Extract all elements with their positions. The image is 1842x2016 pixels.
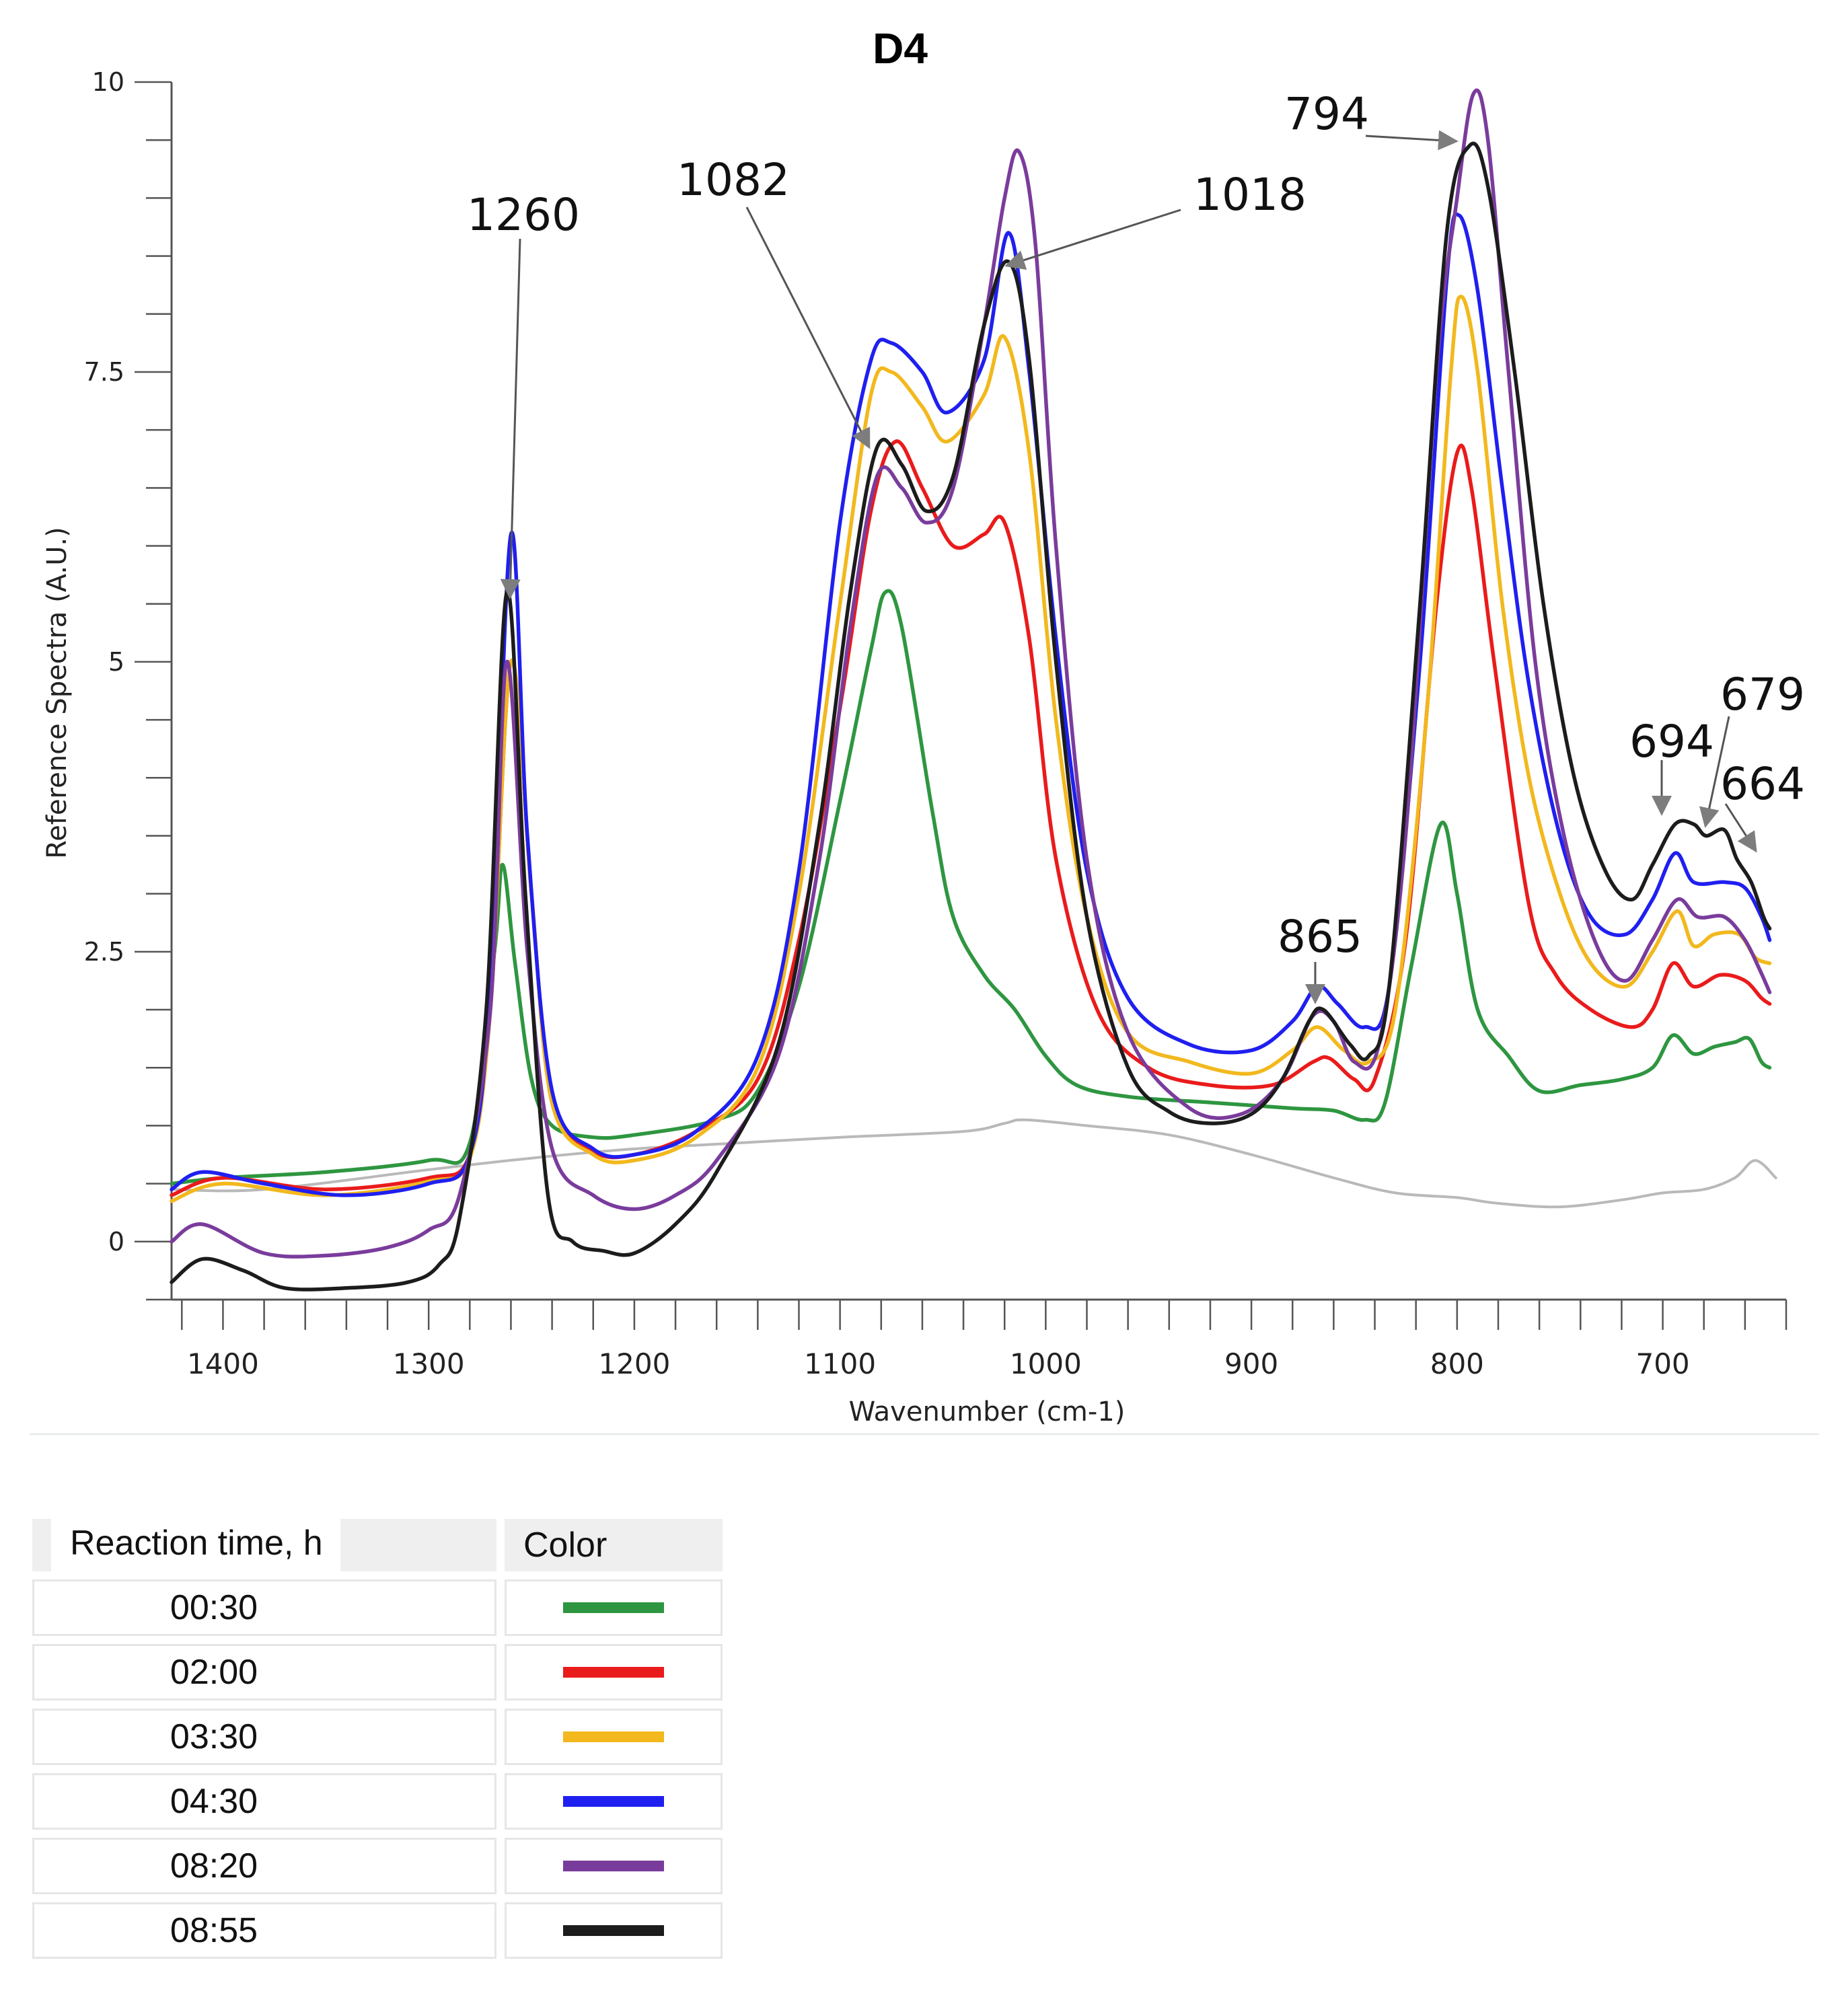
color-swatch [563, 1925, 664, 1936]
color-cell [505, 1644, 723, 1701]
reaction-time-cell: 00:30 [32, 1579, 496, 1636]
legend-header-row: Reaction time, h Color [32, 1519, 723, 1571]
legend-row: 03:30 [32, 1709, 723, 1765]
y-axis: 0 2.5 5 7.5 10 [84, 67, 173, 1301]
series-line-08-20 [170, 88, 1772, 1259]
legend-row: 08:20 [32, 1838, 723, 1894]
arrow-794 [1365, 130, 1459, 151]
color-cell [505, 1709, 723, 1765]
annotation-1260: 1260 [467, 189, 580, 241]
annotation-865: 865 [1278, 911, 1362, 963]
divider [30, 1433, 1819, 1435]
series-line-04-30 [170, 212, 1772, 1197]
series-line-03-30 [170, 295, 1772, 1203]
annotation-694: 694 [1629, 716, 1714, 768]
arrow-1082 [745, 207, 871, 449]
annotation-794: 794 [1284, 88, 1369, 140]
color-cell [505, 1579, 723, 1636]
series-group [170, 88, 1777, 1292]
reaction-time-cell: 02:00 [32, 1644, 496, 1701]
series-line-08-55 [170, 141, 1772, 1292]
x-tick-label: 1300 [393, 1347, 465, 1380]
color-swatch [563, 1795, 664, 1807]
arrow-679 [1699, 716, 1730, 828]
y-tick-label: 2.5 [84, 937, 124, 967]
series-line-background [170, 1118, 1777, 1209]
series-line-00-30 [170, 589, 1772, 1186]
y-tick-label: 7.5 [84, 357, 124, 387]
spectra-chart: D4 0 2.5 5 7.5 10 1400 1300 1200 1100 1000 900 800… [42, 24, 1805, 1427]
color-cell [505, 1902, 723, 1959]
annotation-679: 679 [1720, 669, 1805, 720]
legend-table: Reaction time, h Color 00:30 02:00 03:30… [24, 1511, 731, 1967]
legend-row: 02:00 [32, 1644, 723, 1701]
annotation-1018: 1018 [1193, 169, 1306, 221]
x-tick-label: 1100 [804, 1347, 876, 1380]
arrow-664 [1724, 803, 1757, 853]
x-tick-label: 700 [1635, 1347, 1689, 1380]
y-tick-label: 5 [108, 647, 124, 677]
x-tick-label: 1200 [598, 1347, 670, 1380]
annotation-labels: 1260 1082 1018 794 865 694 679 664 [467, 88, 1805, 963]
x-axis-label: Wavenumber (cm-1) [849, 1396, 1126, 1427]
legend-body: 00:30 02:00 03:30 04:30 08:20 08:55 [32, 1579, 723, 1959]
arrow-1018 [1004, 209, 1181, 270]
x-tick-label: 800 [1430, 1347, 1484, 1380]
reaction-time-cell: 08:55 [32, 1902, 496, 1959]
legend-row: 04:30 [32, 1773, 723, 1830]
color-cell [505, 1838, 723, 1894]
x-tick-label: 1400 [187, 1347, 259, 1380]
annotation-664: 664 [1720, 758, 1805, 810]
color-swatch [563, 1860, 664, 1871]
y-tick-label: 0 [108, 1227, 124, 1257]
reaction-time-cell: 04:30 [32, 1773, 496, 1830]
color-swatch [563, 1602, 664, 1613]
header-color: Color [505, 1519, 723, 1571]
annotation-1082: 1082 [677, 154, 790, 206]
color-cell [505, 1773, 723, 1830]
chart-title: D4 [873, 24, 928, 73]
arrow-1260 [500, 238, 521, 599]
annotation-arrows [500, 130, 1757, 1004]
header-reaction-time-label: Reaction time, h [51, 1519, 340, 1571]
y-axis-label: Reference Spectra (A.U.) [42, 527, 73, 858]
x-tick-label: 1000 [1010, 1347, 1082, 1380]
color-swatch [563, 1731, 664, 1742]
header-reaction-time: Reaction time, h [32, 1519, 496, 1571]
reaction-time-cell: 08:20 [32, 1838, 496, 1894]
color-swatch [563, 1666, 664, 1678]
x-axis: 1400 1300 1200 1100 1000 900 800 700 [172, 1298, 1788, 1380]
reaction-time-cell: 03:30 [32, 1709, 496, 1765]
y-tick-label: 10 [92, 67, 124, 97]
legend-row: 08:55 [32, 1902, 723, 1959]
legend-row: 00:30 [32, 1579, 723, 1636]
x-tick-label: 900 [1224, 1347, 1278, 1380]
